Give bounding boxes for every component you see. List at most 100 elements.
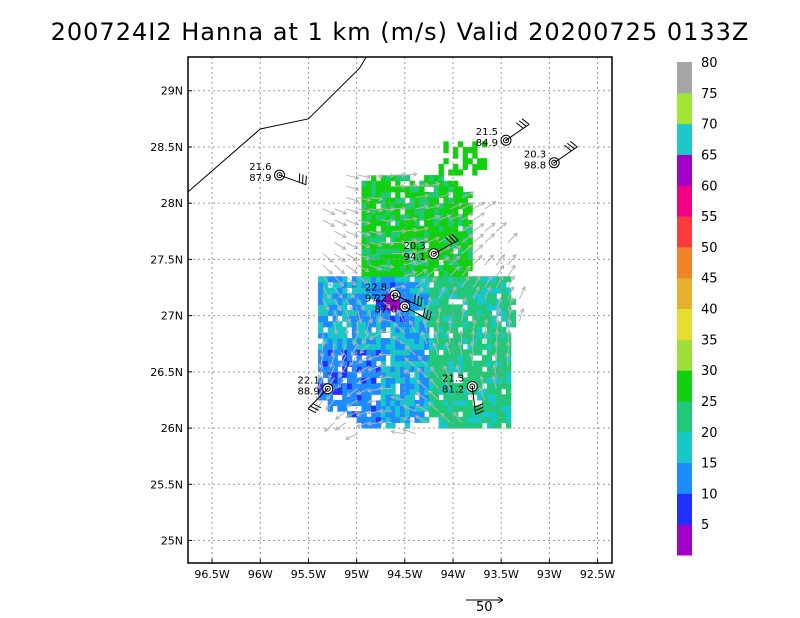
wind-vector [472,233,484,243]
wind-vector-head [367,366,373,372]
wind-vector-head [329,363,334,369]
speed-cell [318,281,324,289]
speed-cell [322,315,329,322]
speed-cell [496,366,502,373]
speed-cell [390,236,396,244]
wind-vector [367,399,381,403]
speed-cell [395,315,401,322]
speed-cell [390,349,396,356]
speed-cell [380,405,387,412]
speed-cell [438,231,444,238]
station-ring-inner [430,250,437,257]
speed-cell [400,405,406,412]
speed-cell [400,293,406,300]
wind-vector [357,230,371,236]
speed-cell [371,371,377,378]
wind-vector-head [502,222,507,227]
wind-vector [426,237,440,243]
speed-cell [342,276,348,283]
speed-cell [366,360,372,367]
speed-cell [371,304,377,311]
speed-cell [481,304,488,311]
speed-cell [438,208,444,215]
wind-vector-head [443,365,448,371]
speed-cell [380,354,387,362]
speed-cell [404,214,411,221]
speed-cell [375,191,382,199]
wind-vector-head [340,269,346,275]
wind-vector [380,264,394,268]
speed-cell [375,186,382,193]
plot-frame [187,56,613,564]
wind-vector [368,354,381,360]
speed-cell [453,163,459,170]
speed-cell [443,158,449,165]
speed-cell [428,180,435,187]
speed-cell [462,310,468,317]
wind-vector [393,323,405,333]
wind-vector [403,184,417,187]
speed-cell [424,276,430,283]
speed-cell [496,416,502,423]
wind-vector-head [325,306,330,312]
wind-vector-head [320,341,326,347]
speed-cell [472,298,478,305]
speed-cell [467,310,473,317]
wind-vector-head [389,264,395,270]
speed-cell [385,377,391,384]
speed-cell [390,377,396,384]
wind-vector-head [480,212,486,217]
wind-vector [438,246,450,255]
speed-cell [371,253,377,260]
station-ring-inner [276,172,283,179]
speed-cell [491,321,497,328]
speed-cell [443,405,449,412]
speed-cell [390,175,396,182]
wind-vector [506,353,509,367]
wind-vector [472,276,481,288]
speed-cell [409,383,415,390]
wind-vector-head [326,294,331,300]
speed-cell [496,383,502,390]
speed-cell [375,366,382,373]
speed-cell [400,343,406,350]
wind-vector-head [378,317,384,322]
speed-cell [351,377,358,384]
speed-cell [496,304,502,311]
speed-cell [404,332,411,339]
speed-cell [375,383,382,390]
speed-cell [510,298,517,305]
wind-vector-head [417,355,423,361]
speed-cell [419,225,425,232]
speed-cell [380,242,387,249]
speed-cell [342,371,348,378]
speed-cell [347,293,353,300]
speed-cell [347,321,353,328]
speed-cell [366,259,372,266]
speed-cell [414,287,420,294]
speed-cell [419,236,425,244]
wind-vector [433,342,440,356]
speed-cell [506,399,512,407]
speed-cell [467,191,473,199]
speed-cell [438,276,444,283]
speed-cell [467,366,473,373]
speed-cell [375,343,382,350]
wind-vector [322,298,330,311]
speed-cell [371,315,377,322]
colorbar-label: 5 [701,518,709,533]
speed-cell [380,214,387,221]
wind-vector-head [377,319,383,324]
speed-cell [366,236,372,244]
speed-cell [400,225,406,232]
wind-vector [333,321,337,335]
speed-cell [414,191,420,199]
speed-cell [371,186,377,193]
speed-cell [404,338,411,345]
wind-vector [495,308,501,322]
speed-cell [443,321,449,328]
speed-cell [380,349,387,356]
speed-cell [457,276,464,283]
speed-cell [400,175,406,182]
wind-vector [405,345,416,356]
